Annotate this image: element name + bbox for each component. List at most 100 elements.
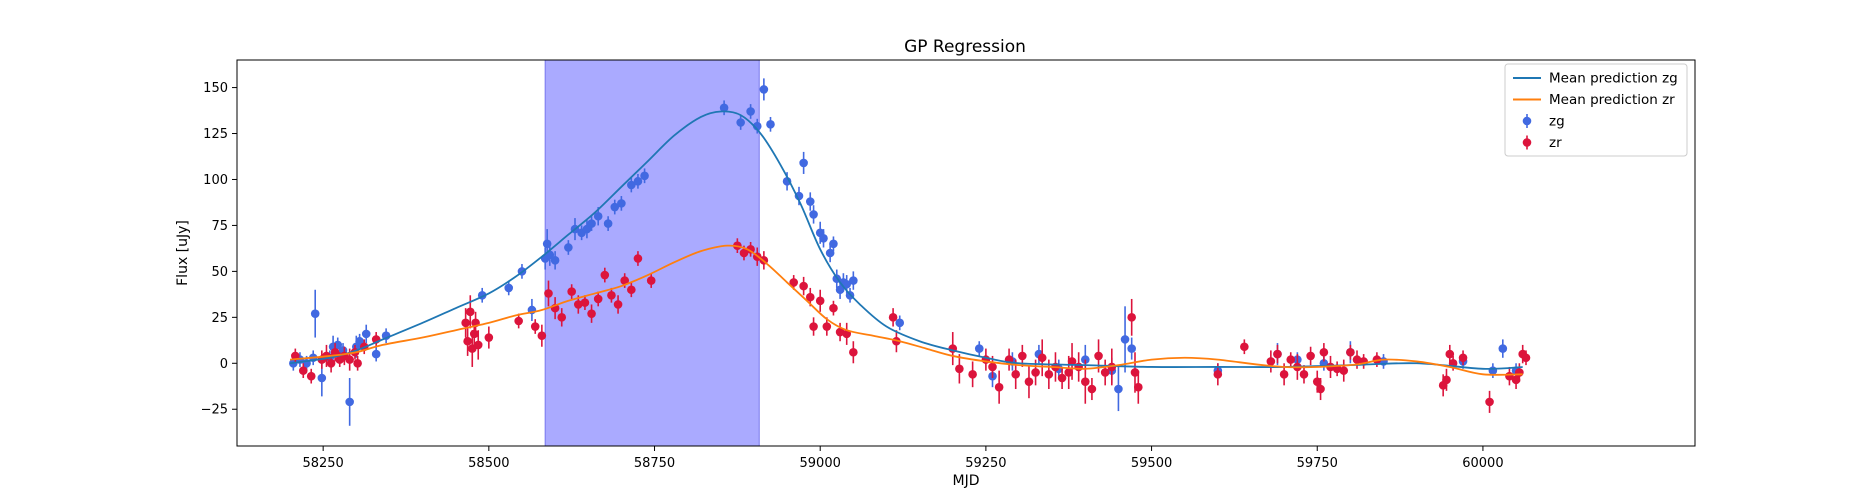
x-tick-label: 59250 bbox=[965, 456, 1006, 471]
point-zg bbox=[974, 344, 984, 353]
point-zg bbox=[564, 243, 573, 252]
point-zg bbox=[1114, 384, 1123, 394]
legend-label-zr: zr bbox=[1549, 135, 1562, 151]
point-zg bbox=[640, 171, 649, 181]
point-zg bbox=[617, 199, 626, 208]
point-zg bbox=[835, 285, 845, 295]
point-zg bbox=[593, 211, 603, 221]
point-zr bbox=[1299, 370, 1309, 379]
point-zg bbox=[759, 85, 769, 94]
point-zr bbox=[1442, 375, 1451, 385]
point-zr bbox=[567, 287, 576, 296]
point-zr bbox=[1087, 384, 1097, 394]
point-zr bbox=[1031, 368, 1040, 377]
point-zr bbox=[955, 364, 964, 374]
point-zg bbox=[736, 118, 745, 127]
x-tick-label: 60000 bbox=[1462, 456, 1503, 471]
y-axis: −25 0 25 50 75 100 125 150 bbox=[201, 81, 237, 418]
y-tick-label: −25 bbox=[201, 403, 228, 418]
point-zg bbox=[633, 177, 643, 186]
point-zr bbox=[544, 289, 553, 298]
x-tick-label: 58500 bbox=[468, 456, 509, 471]
mean-line-zg bbox=[289, 110, 1523, 370]
x-tick-label: 58750 bbox=[634, 456, 675, 471]
x-tick-label: 59000 bbox=[800, 456, 841, 471]
point-zg bbox=[746, 107, 755, 116]
point-zr bbox=[1080, 377, 1090, 386]
legend-box bbox=[1504, 63, 1688, 157]
point-zr bbox=[633, 254, 643, 263]
point-zr bbox=[1346, 347, 1355, 357]
legend: Mean prediction zg Mean prediction zr zg zr bbox=[1504, 63, 1688, 157]
point-zr bbox=[1521, 353, 1531, 363]
y-tick-label: 150 bbox=[203, 81, 228, 96]
point-zg bbox=[550, 256, 560, 265]
series-zg-points bbox=[289, 78, 1521, 426]
point-zg bbox=[603, 219, 613, 228]
point-zg bbox=[504, 283, 514, 293]
y-tick-label: 75 bbox=[211, 219, 228, 234]
point-zg bbox=[842, 279, 852, 289]
point-zr bbox=[627, 285, 636, 295]
y-axis-label: Flux [uJy] bbox=[175, 220, 191, 286]
point-zg bbox=[1498, 344, 1508, 353]
point-zr bbox=[1037, 353, 1047, 363]
point-zr bbox=[994, 382, 1004, 392]
point-zg bbox=[317, 373, 327, 383]
point-zr bbox=[746, 245, 755, 254]
point-zr bbox=[1485, 397, 1494, 407]
point-zr bbox=[613, 300, 623, 309]
y-tick-label: 100 bbox=[203, 173, 228, 188]
point-zg bbox=[825, 248, 835, 258]
highlight-region bbox=[544, 59, 760, 447]
y-tick-label: 25 bbox=[211, 311, 228, 326]
y-tick-label: 125 bbox=[203, 127, 228, 142]
point-zr bbox=[1024, 377, 1034, 386]
x-axis-label: MJD bbox=[953, 473, 980, 489]
point-zr bbox=[1213, 370, 1223, 379]
point-zr bbox=[888, 313, 898, 322]
point-zg bbox=[805, 197, 815, 206]
point-zr bbox=[805, 292, 815, 302]
point-zg bbox=[794, 191, 804, 201]
point-zr bbox=[822, 322, 832, 331]
point-zg bbox=[895, 318, 905, 328]
point-zr bbox=[815, 296, 825, 306]
point-zg bbox=[819, 233, 828, 243]
point-zg bbox=[1488, 366, 1498, 375]
point-zg bbox=[610, 202, 620, 212]
point-zr bbox=[1445, 349, 1455, 359]
point-zr bbox=[1011, 370, 1021, 379]
legend-label-mean-prediction-zr: Mean prediction zr bbox=[1549, 92, 1675, 108]
point-zg bbox=[310, 309, 320, 318]
point-zr bbox=[1352, 355, 1362, 364]
point-zr bbox=[829, 303, 838, 313]
point-zr bbox=[799, 281, 808, 291]
point-zg bbox=[829, 239, 838, 249]
point-zr bbox=[1319, 347, 1329, 357]
point-zg bbox=[627, 180, 636, 190]
point-zr bbox=[646, 276, 656, 285]
y-tick-label: 50 bbox=[211, 265, 228, 280]
point-zr bbox=[1511, 375, 1521, 385]
x-tick-label: 59750 bbox=[1297, 456, 1338, 471]
point-zr bbox=[306, 371, 316, 381]
point-zg bbox=[587, 219, 596, 228]
point-zr bbox=[326, 358, 336, 368]
legend-label-mean-prediction-zg: Mean prediction zg bbox=[1549, 71, 1678, 87]
point-zr bbox=[1018, 351, 1027, 361]
point-zr bbox=[353, 358, 362, 368]
point-zr bbox=[1134, 382, 1143, 392]
point-zr bbox=[1273, 349, 1282, 359]
point-zr bbox=[1316, 384, 1325, 394]
point-zr bbox=[580, 298, 590, 307]
point-zr bbox=[461, 318, 470, 328]
point-zr bbox=[587, 309, 596, 318]
y-tick-label: 0 bbox=[220, 357, 228, 372]
x-tick-label: 58250 bbox=[302, 456, 343, 471]
point-zr bbox=[1306, 351, 1315, 361]
point-zr bbox=[557, 313, 567, 322]
point-zr bbox=[1266, 357, 1276, 366]
mean-line-zr bbox=[289, 244, 1523, 376]
